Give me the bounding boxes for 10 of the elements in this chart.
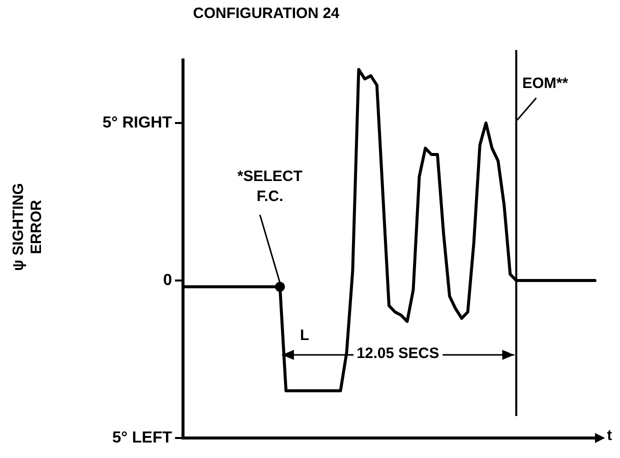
annotation: L [300,326,310,344]
y-tick-label: 0 [163,272,172,289]
annotation: 12.05 SECS [356,344,440,362]
y-tick-label: 5° LEFT [112,429,172,446]
x-axis-title: t [607,427,612,444]
chart-title: CONFIGURATION 24 [193,5,340,22]
y-axis-title: ψ SIGHTING ERROR [10,182,46,273]
y-tick-label: 5° RIGHT [102,114,172,132]
annotation: EOM** [522,75,568,92]
annotation: *SELECT F.C. [236,166,304,207]
